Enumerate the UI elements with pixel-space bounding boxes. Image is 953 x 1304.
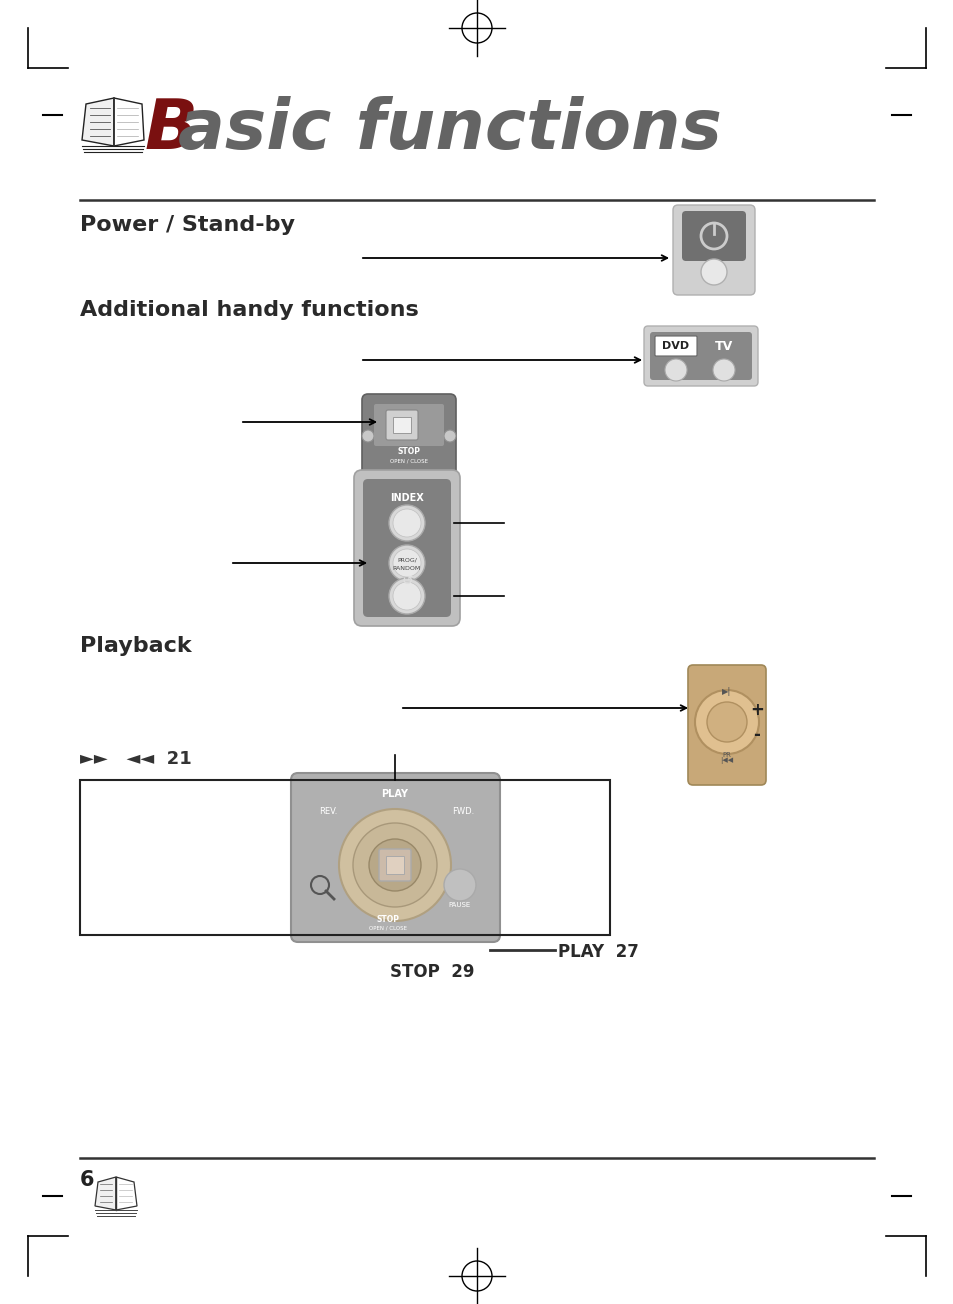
Polygon shape	[82, 98, 113, 146]
Text: |◀◀: |◀◀	[720, 756, 733, 764]
Polygon shape	[95, 1178, 116, 1210]
Text: DVD: DVD	[661, 342, 689, 351]
FancyBboxPatch shape	[374, 404, 443, 446]
Text: TV: TV	[714, 339, 732, 352]
Text: asic functions: asic functions	[178, 96, 721, 163]
Circle shape	[338, 808, 451, 921]
Circle shape	[393, 509, 420, 537]
Text: RANDOM: RANDOM	[393, 566, 420, 571]
Circle shape	[443, 868, 476, 901]
Text: 6: 6	[80, 1170, 94, 1191]
Text: STOP: STOP	[397, 447, 420, 456]
Polygon shape	[113, 98, 144, 146]
Text: OPEN / CLOSE: OPEN / CLOSE	[369, 926, 407, 931]
Text: Playback: Playback	[80, 636, 192, 656]
Circle shape	[361, 430, 374, 442]
Circle shape	[393, 582, 420, 610]
Bar	[80, 780, 609, 935]
Text: ►►   ◄◄  21: ►► ◄◄ 21	[80, 750, 192, 768]
Circle shape	[712, 359, 734, 381]
FancyBboxPatch shape	[649, 333, 751, 379]
Text: PR: PR	[721, 752, 731, 758]
Text: OPEN / CLOSE: OPEN / CLOSE	[390, 459, 428, 463]
FancyBboxPatch shape	[361, 394, 456, 479]
Circle shape	[706, 702, 746, 742]
FancyBboxPatch shape	[655, 336, 697, 356]
FancyBboxPatch shape	[681, 211, 745, 261]
Text: PAUSE: PAUSE	[449, 902, 471, 908]
Bar	[393, 417, 411, 433]
FancyBboxPatch shape	[643, 326, 758, 386]
Text: PLAY  27: PLAY 27	[558, 943, 639, 961]
FancyBboxPatch shape	[386, 409, 417, 439]
Circle shape	[389, 505, 424, 541]
Circle shape	[393, 549, 420, 576]
Text: ↺: ↺	[401, 574, 413, 588]
Circle shape	[353, 823, 436, 908]
Text: B: B	[145, 96, 198, 163]
Text: -: -	[753, 726, 760, 745]
Text: Power / Stand-by: Power / Stand-by	[80, 215, 294, 235]
FancyBboxPatch shape	[354, 469, 459, 626]
Text: STOP  29: STOP 29	[390, 962, 474, 981]
Circle shape	[664, 359, 686, 381]
Text: PLAY: PLAY	[381, 789, 408, 799]
Circle shape	[389, 545, 424, 582]
FancyBboxPatch shape	[378, 849, 411, 882]
FancyBboxPatch shape	[687, 665, 765, 785]
Bar	[386, 855, 403, 874]
Text: REV.: REV.	[318, 807, 336, 816]
Circle shape	[695, 690, 759, 754]
Text: INDEX: INDEX	[390, 493, 423, 503]
Circle shape	[389, 578, 424, 614]
FancyBboxPatch shape	[672, 205, 754, 295]
Circle shape	[700, 259, 726, 286]
Text: STOP: STOP	[376, 915, 399, 925]
Text: Additional handy functions: Additional handy functions	[80, 300, 418, 319]
FancyBboxPatch shape	[291, 773, 499, 941]
Polygon shape	[116, 1178, 137, 1210]
FancyBboxPatch shape	[363, 479, 451, 617]
Circle shape	[369, 838, 420, 891]
Text: FWD.: FWD.	[452, 807, 474, 816]
Text: +: +	[749, 702, 763, 719]
Text: ▶|: ▶|	[721, 687, 731, 696]
Text: PROG/: PROG/	[396, 558, 416, 562]
Circle shape	[443, 430, 456, 442]
